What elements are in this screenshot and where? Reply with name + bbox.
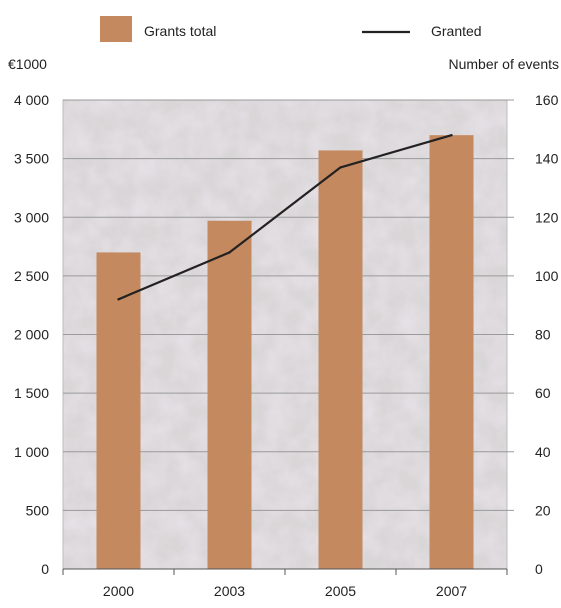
right-tick-label: 60 bbox=[535, 385, 551, 401]
x-tick-label: 2003 bbox=[214, 583, 245, 599]
left-tick-label: 1 500 bbox=[14, 385, 49, 401]
right-axis-unit-label: Number of events bbox=[449, 56, 560, 72]
granted-point-2005 bbox=[339, 166, 342, 169]
left-tick-label: 3 500 bbox=[14, 151, 49, 167]
right-tick-label: 80 bbox=[535, 327, 551, 343]
bar-2000 bbox=[96, 252, 141, 570]
granted-line bbox=[118, 134, 452, 301]
x-tick-label: 2000 bbox=[103, 583, 134, 599]
bar-2005 bbox=[318, 150, 363, 570]
bar-2007 bbox=[429, 135, 474, 570]
left-tick-label: 1 000 bbox=[14, 444, 49, 460]
right-tick-label: 120 bbox=[535, 209, 559, 225]
left-tick-label: 3 000 bbox=[14, 209, 49, 225]
x-tick-label: 2007 bbox=[436, 583, 467, 599]
right-tick-label: 140 bbox=[535, 151, 559, 167]
right-tick-label: 40 bbox=[535, 444, 551, 460]
right-tick-label: 100 bbox=[535, 268, 559, 284]
left-tick-label: 2 500 bbox=[14, 268, 49, 284]
legend-bar-swatch bbox=[100, 16, 132, 42]
legend-line-label: Granted bbox=[431, 23, 482, 39]
legend-bar-label: Grants total bbox=[144, 23, 216, 39]
granted-point-2003 bbox=[228, 251, 231, 254]
bar-2003 bbox=[207, 220, 252, 569]
right-tick-label: 0 bbox=[535, 561, 543, 577]
left-axis-unit-label: €1000 bbox=[8, 56, 47, 72]
left-tick-label: 500 bbox=[26, 502, 50, 518]
left-tick-label: 2 000 bbox=[14, 327, 49, 343]
granted-point-2000 bbox=[117, 298, 120, 301]
x-tick-label: 2005 bbox=[325, 583, 356, 599]
granted-point-2007 bbox=[450, 133, 453, 137]
left-tick-label: 0 bbox=[41, 561, 49, 577]
left-tick-label: 4 000 bbox=[14, 92, 49, 108]
right-tick-label: 160 bbox=[535, 92, 559, 108]
right-tick-label: 20 bbox=[535, 502, 551, 518]
